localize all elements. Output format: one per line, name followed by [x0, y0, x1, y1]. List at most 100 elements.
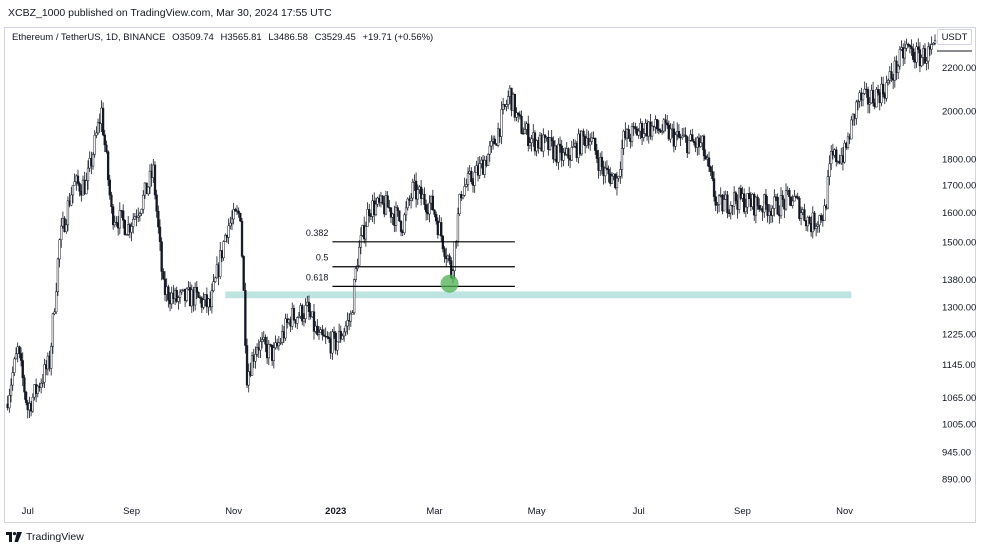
- candle-body: [227, 225, 230, 238]
- candle-body: [254, 353, 257, 362]
- candle-body: [756, 196, 759, 206]
- candle-body: [465, 184, 468, 187]
- candle-body: [912, 48, 915, 60]
- tradingview-brand[interactable]: TradingView: [6, 531, 84, 543]
- candle-body: [304, 305, 307, 319]
- candle-body: [70, 194, 73, 206]
- y-tick-label: 1600.00: [942, 208, 976, 219]
- candle-body: [843, 142, 846, 163]
- x-tick-label: May: [528, 506, 546, 517]
- candle-body: [199, 297, 202, 299]
- candle-body: [716, 204, 719, 206]
- currency-button[interactable]: USDT: [937, 29, 972, 45]
- candle-body: [24, 391, 28, 403]
- candle-body: [93, 134, 96, 155]
- candle-body: [488, 145, 491, 155]
- candle-body: [604, 167, 607, 177]
- fib-level-label: 0.618: [306, 272, 329, 282]
- candle-body: [890, 71, 893, 79]
- chart-frame: [4, 27, 976, 523]
- candle-body: [729, 205, 732, 214]
- candle-body: [341, 335, 344, 340]
- candle-body: [863, 88, 866, 94]
- candle-body: [332, 331, 336, 334]
- y-tick-label: 1225.00: [942, 329, 976, 340]
- candle-body: [746, 193, 749, 208]
- candle-body: [110, 194, 113, 207]
- candle-body: [224, 235, 227, 242]
- candle-body: [403, 214, 406, 233]
- candle-body: [153, 164, 157, 196]
- candle-body: [813, 212, 816, 230]
- candle-body: [272, 347, 275, 361]
- candle-body: [594, 137, 597, 151]
- candle-body: [803, 209, 806, 221]
- candle-body: [522, 133, 525, 135]
- candle-body: [627, 129, 630, 139]
- x-tick-label: Jul: [633, 506, 645, 517]
- candle-body: [406, 198, 409, 209]
- candle-body: [250, 355, 254, 376]
- candle-body: [222, 241, 225, 259]
- support-zone: [225, 291, 852, 299]
- legend-low: L3486.58: [268, 32, 308, 43]
- candle-body: [791, 200, 794, 206]
- candle-body: [132, 218, 135, 227]
- candle-body: [302, 318, 306, 322]
- candle-body: [799, 212, 803, 219]
- candle-body: [562, 152, 565, 161]
- candle-body: [317, 332, 321, 335]
- candle-body: [292, 308, 296, 320]
- candle-body: [920, 57, 923, 67]
- candle-body: [240, 220, 244, 257]
- candle-body: [386, 195, 389, 208]
- candle-body: [557, 143, 560, 163]
- candle-body: [133, 216, 137, 220]
- candle-body: [855, 101, 858, 119]
- candle-body: [630, 126, 634, 142]
- y-tick-label: 1800.00: [942, 154, 976, 165]
- candle-body: [796, 196, 799, 199]
- candle-body: [567, 148, 570, 159]
- candle-body: [717, 195, 721, 205]
- candle-body: [798, 198, 801, 219]
- candle-body: [130, 226, 133, 233]
- candle-body: [277, 342, 280, 347]
- candle-body: [411, 182, 414, 199]
- candle-body: [490, 141, 493, 147]
- candle-body: [55, 291, 58, 313]
- candle-body: [595, 150, 599, 159]
- candle-body: [342, 331, 346, 337]
- candle-body: [155, 194, 158, 212]
- candle-body: [662, 119, 665, 132]
- candle-body: [259, 341, 262, 351]
- candle-body: [739, 188, 742, 199]
- candle-body: [784, 190, 788, 210]
- candle-body: [692, 140, 696, 143]
- y-tick-label: 1500.00: [942, 237, 976, 248]
- candle-body: [264, 337, 267, 345]
- candle-body: [850, 119, 853, 140]
- candle-body: [818, 215, 821, 226]
- candle-body: [197, 292, 200, 298]
- candle-body: [267, 343, 270, 359]
- candle-body: [435, 214, 438, 222]
- candle-body: [826, 176, 830, 209]
- candle-body: [461, 195, 465, 199]
- candle-body: [897, 65, 900, 73]
- candle-body: [71, 184, 75, 196]
- candle-body: [123, 220, 126, 235]
- candle-body: [709, 166, 712, 172]
- candle-body: [23, 377, 26, 393]
- candle-body: [458, 193, 461, 215]
- candle-body: [60, 225, 63, 240]
- candle-body: [51, 313, 55, 347]
- candle-body: [876, 89, 880, 93]
- candle-body: [681, 135, 684, 139]
- candle-body: [358, 246, 361, 266]
- candle-body: [312, 311, 316, 332]
- candle-body: [18, 346, 21, 354]
- candle-body: [486, 153, 490, 166]
- candle-body: [219, 250, 222, 277]
